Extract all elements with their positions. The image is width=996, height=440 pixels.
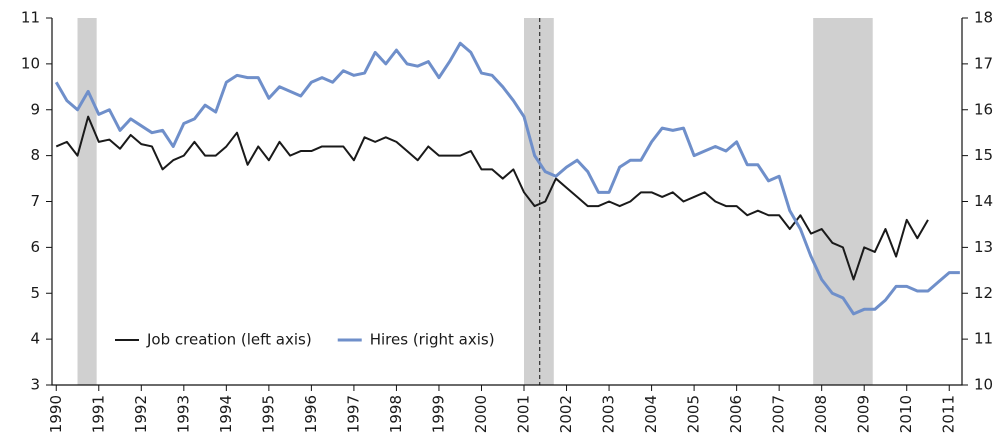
x-tick-label: 1996 [302,395,320,433]
y-tick-label: 8 [30,146,40,164]
x-tick-label: 1997 [344,395,362,433]
y-tick-label: 3 [30,376,40,394]
x-tick-label: 2008 [812,395,830,433]
y-tick-label: 9 [30,100,40,118]
x-tick-label: 2009 [855,395,873,433]
y2-tick-label: 11 [974,330,993,348]
x-tick-label: 2010 [897,395,915,433]
y-tick-label: 10 [21,54,40,72]
x-tick-label: 1998 [387,395,405,433]
y-tick-label: 4 [30,330,40,348]
y-tick-label: 7 [30,192,40,210]
y2-tick-label: 14 [974,192,993,210]
x-tick-label: 1990 [47,395,65,433]
x-tick-label: 2007 [770,395,788,433]
y2-tick-label: 17 [974,54,993,72]
y2-tick-label: 18 [974,9,993,27]
recession-band [77,18,97,385]
x-tick-label: 1991 [89,395,107,433]
y-tick-label: 11 [21,9,40,27]
x-tick-label: 2006 [727,395,745,433]
legend-label: Hires (right axis) [370,331,495,349]
legend-label: Job creation (left axis) [146,331,312,349]
x-tick-label: 2004 [642,395,660,433]
y2-tick-label: 12 [974,284,993,302]
x-tick-label: 2011 [940,395,958,433]
y2-tick-label: 15 [974,146,993,164]
y-tick-label: 6 [30,238,40,256]
x-tick-label: 2003 [600,395,618,433]
x-tick-label: 2000 [472,395,490,433]
y2-tick-label: 13 [974,238,993,256]
x-tick-label: 2002 [557,395,575,433]
x-tick-label: 1992 [132,395,150,433]
data-line [55,115,929,281]
x-tick-label: 1995 [259,395,277,433]
x-tick-label: 1999 [429,395,447,433]
x-tick-label: 2001 [515,395,533,433]
y2-tick-label: 16 [974,100,993,118]
x-tick-label: 2005 [685,395,703,433]
recession-band [813,18,873,385]
data-line [54,41,960,316]
x-tick-label: 1993 [174,395,192,433]
x-tick-label: 1994 [217,395,235,433]
y-tick-label: 5 [30,284,40,302]
recession-band [524,18,554,385]
y2-tick-label: 10 [974,376,993,394]
